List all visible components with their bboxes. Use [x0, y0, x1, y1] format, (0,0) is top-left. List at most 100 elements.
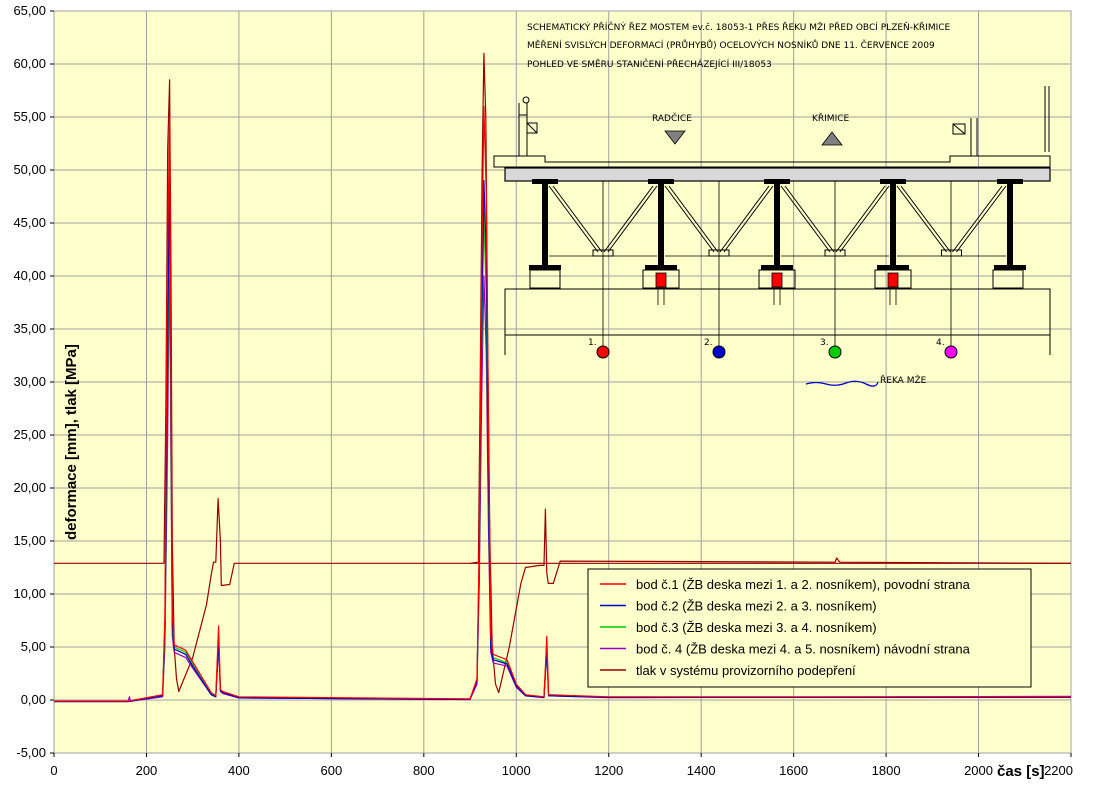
- y-axis-ticks: -5,00 0,00 5,00 10,00 15,00 20,00 25,00 30,00 35…: [13, 3, 54, 760]
- legend-box: [587, 568, 1032, 688]
- x-tick-label: 600: [321, 763, 343, 778]
- y-tick-label: 20,00: [13, 480, 46, 495]
- legend-label: bod č.1 (ŽB deska mezi 1. a 2. nosníkem)…: [636, 577, 971, 592]
- series-line-5: [54, 79, 1071, 693]
- bridge-deck-outline: [493, 155, 1051, 168]
- substructure: [504, 269, 1051, 355]
- x-tick-label: 2000: [964, 763, 993, 778]
- series-line-1: [54, 105, 1071, 702]
- measure-point-marker: [828, 345, 842, 359]
- left-railing: [518, 96, 538, 156]
- measure-point-marker: [712, 345, 726, 359]
- x-tick-label: 1800: [872, 763, 901, 778]
- x-axis-title: čas [s]: [997, 763, 1045, 780]
- girder-bottom-flange: [645, 265, 677, 270]
- truss-diagonal: [896, 185, 947, 253]
- y-tick-label: 55,00: [13, 109, 46, 124]
- truss-diagonal: [552, 185, 603, 253]
- legend-label: bod č.2 (ŽB deska mezi 2. a 3. nosníkem): [636, 599, 877, 614]
- girders: [529, 179, 1026, 270]
- schema-title-line3: POHLED VE SMĚRU STANIČENÍ PŘECHÁZEJÍCÍ I…: [527, 58, 772, 70]
- girder-bottom-flange: [529, 265, 561, 270]
- river-icon: [805, 380, 879, 387]
- truss-diagonal: [780, 185, 831, 253]
- girder-top-flange: [532, 179, 558, 184]
- truss-diagonal: [668, 185, 719, 253]
- y-tick-label: 60,00: [13, 56, 46, 71]
- girder-bottom-flange: [994, 265, 1026, 270]
- measure-point-marker: [596, 345, 610, 359]
- truss-diagonal: [664, 185, 715, 253]
- girder-web: [890, 181, 896, 266]
- truss-diagonal: [607, 185, 658, 253]
- girder-web: [1007, 181, 1013, 266]
- label-krimice: KŘIMICE: [812, 113, 850, 124]
- y-axis-title: deformace [mm], tlak [MPa]: [63, 344, 80, 540]
- arrow-down-icon: [664, 130, 686, 145]
- measure-point-label: 2.: [704, 338, 713, 348]
- right-railing: [952, 86, 1050, 156]
- support-block: [758, 269, 796, 289]
- truss-diagonal: [956, 185, 1007, 253]
- legend-label: bod č. 4 (ŽB deska mezi 4. a 5. nosníkem…: [636, 642, 971, 657]
- x-axis-ticks: 0 200 400 600 800 1000 1200 1400 1600 1800 2000 220…: [50, 753, 1073, 778]
- schema-title-line1: SCHEMATICKÝ PŘÍČNÝ ŘEZ MOSTEM ev.č. 1805…: [527, 21, 951, 33]
- girder-top-flange: [997, 179, 1023, 184]
- x-tick-label: 800: [413, 763, 435, 778]
- river-label: ŘEKA MŽE: [880, 374, 927, 386]
- girder-web: [658, 181, 664, 266]
- x-tick-label: 1600: [779, 763, 808, 778]
- legend-label: tlak v systému provizorního podepření: [636, 663, 856, 678]
- label-radcice: RADČICE: [652, 112, 692, 124]
- y-tick-label: 35,00: [13, 321, 46, 336]
- y-tick-label: 0,00: [21, 692, 46, 707]
- hydraulic-jack: [771, 272, 783, 288]
- series-line-6: [469, 52, 1072, 694]
- truss-diagonal: [952, 185, 1003, 253]
- girder-web: [542, 181, 548, 266]
- hydraulic-jack: [655, 272, 667, 288]
- girder-web: [774, 181, 780, 266]
- girder-bottom-flange: [761, 265, 793, 270]
- truss-diagonal: [548, 185, 599, 253]
- x-tick-label: 1000: [502, 763, 531, 778]
- x-tick-label: 0: [50, 763, 57, 778]
- girder-top-flange: [880, 179, 906, 184]
- girder-bottom-flange: [877, 265, 909, 270]
- y-tick-label: 40,00: [13, 268, 46, 283]
- y-tick-label: 30,00: [13, 374, 46, 389]
- support-block: [874, 269, 912, 289]
- y-tick-label: -5,00: [16, 745, 46, 760]
- measure-point-label: 4.: [936, 338, 945, 348]
- truss-diagonal: [603, 185, 654, 253]
- truss-diagonal: [839, 185, 890, 253]
- support-block: [642, 269, 680, 289]
- legend: bod č.1 (ŽB deska mezi 1. a 2. nosníkem)…: [587, 568, 1032, 688]
- y-tick-label: 50,00: [13, 162, 46, 177]
- y-tick-label: 5,00: [21, 639, 46, 654]
- schema-title-line2: MĚŘENÍ SVISLÝCH DEFORMACÍ (PRŮHYBŮ) OCEL…: [527, 39, 935, 51]
- girder-top-flange: [648, 179, 674, 184]
- truss-diagonal: [835, 185, 886, 253]
- series: [54, 52, 1072, 703]
- arrow-up-icon: [821, 131, 843, 146]
- y-tick-label: 25,00: [13, 427, 46, 442]
- truss-bracing: [548, 185, 1007, 257]
- hydraulic-jack: [887, 272, 899, 288]
- girder-top-flange: [764, 179, 790, 184]
- truss-diagonal: [723, 185, 774, 253]
- x-tick-label: 1400: [687, 763, 716, 778]
- y-tick-label: 65,00: [13, 3, 46, 18]
- x-tick-label: 1200: [594, 763, 623, 778]
- truss-diagonal: [784, 185, 835, 253]
- measure-point-marker: [944, 345, 958, 359]
- legend-label: bod č.3 (ŽB deska mezi 3. a 4. nosníkem): [636, 620, 877, 635]
- measure-point-label: 3.: [820, 338, 829, 348]
- truss-diagonal: [719, 185, 770, 253]
- x-tick-label: 400: [228, 763, 250, 778]
- measurement-points: 1. 2. 3. 4.: [588, 181, 958, 359]
- temporary-supports: [642, 269, 912, 305]
- truss-diagonal: [900, 185, 951, 253]
- x-tick-label: 2200: [1044, 763, 1073, 778]
